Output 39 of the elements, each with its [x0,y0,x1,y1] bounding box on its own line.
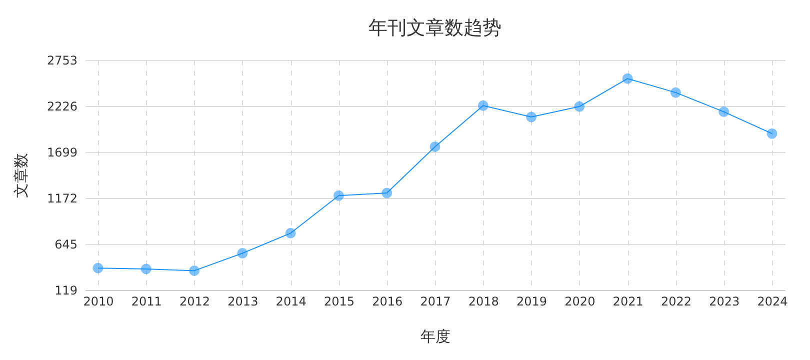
point [140,264,152,274]
x-tick-label: 2024 [757,294,788,308]
x-tick-label: 2018 [468,294,499,308]
x-tick-label: 2012 [180,294,210,308]
y-tick-label: 645 [54,238,78,252]
chart-title: 年刊文章数趋势 [368,17,502,39]
point [237,248,248,258]
point [333,190,344,201]
x-tick-label: 2016 [372,294,403,308]
point [382,188,392,198]
x-tick-label: 2010 [83,294,114,308]
x-tick-label: 2019 [516,294,548,308]
y-axis-title: 文章数 [12,153,30,198]
point [285,228,296,238]
y-tick-label: 2226 [46,100,78,114]
y-tick-label: 2753 [46,54,78,68]
point [766,128,778,139]
y-tick-label: 119 [54,284,78,298]
x-tick-label: 2011 [131,294,162,308]
point [574,101,585,112]
point [718,106,730,118]
x-tick-label: 2015 [324,294,354,308]
point [526,112,537,122]
point [430,141,440,152]
x-tick-label: 2020 [564,294,596,308]
point [92,262,104,274]
point [670,87,681,98]
y-tick-label: 1699 [46,146,78,160]
y-tick-label: 1172 [46,192,78,206]
x-tick-label: 2017 [420,294,451,308]
x-tick-label: 2021 [612,294,644,308]
point [622,73,633,84]
point [478,100,488,111]
x-tick-label: 2013 [228,294,258,308]
x-tick-label: 2023 [709,294,740,308]
x-axis-title: 年度 [420,328,450,346]
point [189,265,200,276]
x-tick-label: 2022 [660,294,692,308]
x-tick-label: 2014 [276,294,306,308]
